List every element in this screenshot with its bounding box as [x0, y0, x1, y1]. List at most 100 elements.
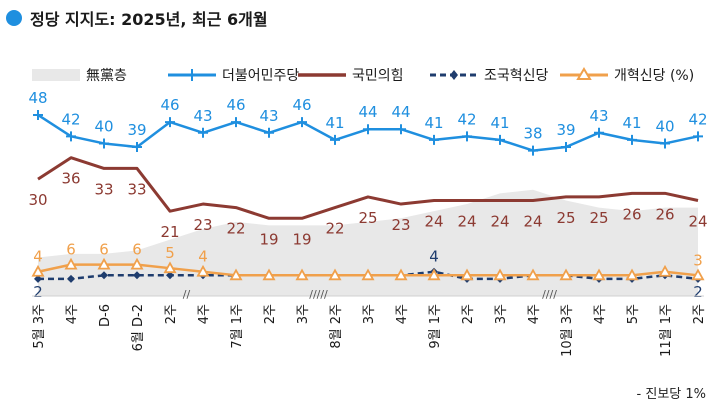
point-democratic — [363, 124, 373, 135]
point-democratic — [231, 117, 241, 128]
point-reform — [97, 257, 111, 270]
data-label-ppp: 19 — [259, 230, 278, 248]
data-label-ppp: 24 — [490, 212, 509, 230]
data-label-ppp: 26 — [622, 205, 641, 223]
point-democratic — [330, 134, 340, 145]
point-reform — [163, 261, 177, 274]
data-label-democratic: 46 — [160, 96, 179, 114]
point-democratic — [132, 142, 142, 153]
legend-label-rebuilding: 조국혁신당 — [484, 68, 549, 84]
x-tick-label: 2주 — [164, 304, 179, 324]
point-reform — [262, 268, 276, 281]
x-tick-label: 2주 — [461, 304, 476, 324]
legend-label-reform: 개혁신당 (%) — [614, 68, 694, 84]
data-label-democratic: 43 — [589, 107, 608, 125]
data-label-rebuilding: 2 — [33, 283, 43, 301]
x-tick-label: 4주 — [65, 304, 80, 324]
x-tick-label: 3주 — [296, 304, 311, 324]
data-label-democratic: 44 — [391, 103, 410, 121]
data-label-democratic: 41 — [490, 114, 509, 132]
data-label-rebuilding: 2 — [693, 283, 703, 301]
point-reform — [526, 268, 540, 281]
data-label-rebuilding: 4 — [429, 248, 439, 266]
data-label-ppp: 23 — [391, 216, 410, 234]
data-label-democratic: 40 — [655, 117, 674, 135]
x-tick-label: 6월 D-2 — [131, 304, 146, 351]
point-reform — [295, 268, 309, 281]
axis-break-mark: ///// — [309, 288, 328, 301]
data-label-democratic: 39 — [556, 121, 575, 139]
point-reform — [196, 264, 210, 277]
x-tick-label: 4주 — [527, 304, 542, 324]
x-tick-label: 3주 — [362, 304, 377, 324]
data-label-ppp: 30 — [28, 191, 47, 209]
x-tick-label: 10월 3주 — [560, 304, 575, 357]
point-rebuilding — [100, 271, 108, 280]
data-label-reform: 6 — [132, 241, 142, 259]
point-democratic — [660, 138, 670, 149]
x-tick-label: 2주 — [692, 304, 707, 324]
series-line-ppp — [37, 156, 699, 220]
point-democratic — [462, 131, 472, 142]
data-label-reform: 4 — [198, 248, 208, 266]
data-label-reform: 6 — [99, 241, 109, 259]
x-tick-label: 5월 3주 — [32, 304, 47, 349]
data-label-reform: 4 — [33, 248, 43, 266]
data-label-democratic: 42 — [457, 110, 476, 128]
x-tick-label: 9월 1주 — [428, 304, 443, 349]
x-tick-label: 8월 2주 — [329, 304, 344, 349]
axis-break-mark: //// — [542, 288, 557, 301]
data-label-ppp: 36 — [61, 170, 80, 188]
data-label-ppp: 33 — [127, 180, 146, 198]
point-democratic — [495, 134, 505, 145]
point-rebuilding — [34, 274, 42, 283]
point-rebuilding — [133, 271, 141, 280]
point-democratic — [594, 127, 604, 138]
data-label-democratic: 41 — [325, 114, 344, 132]
legend-swatch-none — [32, 69, 80, 81]
point-democratic — [528, 145, 538, 156]
point-reform — [394, 268, 408, 281]
point-democratic — [627, 134, 637, 145]
data-label-ppp: 25 — [358, 209, 377, 227]
point-reform — [559, 268, 573, 281]
point-democratic — [66, 131, 76, 142]
data-label-democratic: 39 — [127, 121, 146, 139]
axis-break-mark: // — [183, 288, 191, 301]
data-label-ppp: 33 — [94, 180, 113, 198]
point-reform — [460, 268, 474, 281]
point-reform — [691, 268, 705, 281]
x-tick-label: 3주 — [494, 304, 509, 324]
data-label-democratic: 38 — [523, 125, 542, 143]
chart-title-wrap: 정당 지지도: 2025년, 최근 6개월 — [6, 6, 268, 30]
point-democratic — [99, 138, 109, 149]
x-tick-label: 2주 — [263, 304, 278, 324]
point-rebuilding — [166, 271, 174, 280]
data-label-democratic: 46 — [226, 96, 245, 114]
point-reform — [130, 257, 144, 270]
point-reform — [427, 268, 441, 281]
data-label-ppp: 25 — [589, 209, 608, 227]
point-democratic — [693, 131, 703, 142]
point-reform — [229, 268, 243, 281]
point-reform — [592, 268, 606, 281]
x-tick-label: D-6 — [98, 304, 113, 327]
data-label-ppp: 19 — [292, 230, 311, 248]
legend-marker-democratic — [186, 69, 198, 81]
data-label-democratic: 40 — [94, 117, 113, 135]
legend-label-democratic: 더불어민주당 — [222, 68, 299, 84]
x-tick-label: 11월 1주 — [659, 304, 674, 357]
data-label-ppp: 23 — [193, 216, 212, 234]
point-democratic — [429, 134, 439, 145]
point-democratic — [264, 127, 274, 138]
legend-marker-rebuilding — [450, 70, 458, 80]
point-rebuilding — [67, 274, 75, 283]
point-democratic — [198, 127, 208, 138]
data-label-reform: 6 — [66, 241, 76, 259]
data-label-democratic: 43 — [193, 107, 212, 125]
data-label-ppp: 22 — [325, 220, 344, 238]
data-label-democratic: 42 — [688, 110, 707, 128]
point-democratic — [33, 109, 43, 120]
x-tick-label: 7월 1주 — [230, 304, 245, 349]
